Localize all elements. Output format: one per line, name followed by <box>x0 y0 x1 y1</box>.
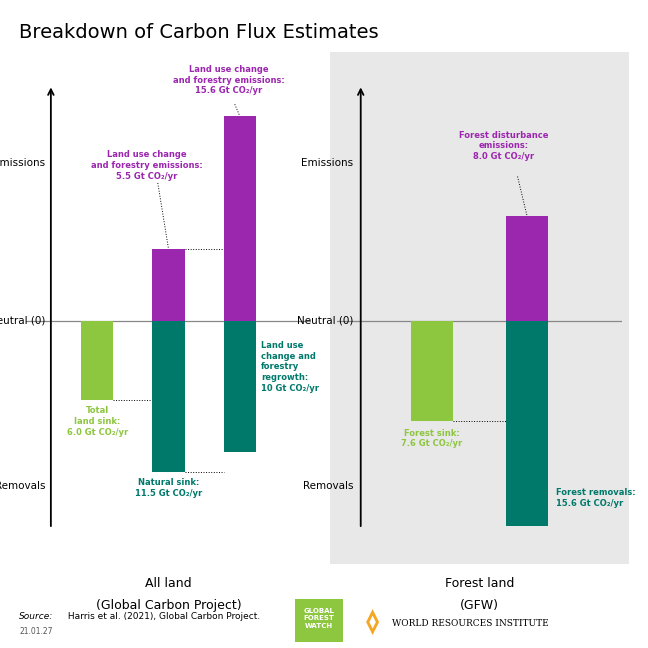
Text: 21.01.27: 21.01.27 <box>19 627 53 636</box>
Text: Land use change
and forestry emissions:
5.5 Gt CO₂/yr: Land use change and forestry emissions: … <box>91 150 203 181</box>
Text: Forest removals:
15.6 Gt CO₂/yr: Forest removals: 15.6 Gt CO₂/yr <box>555 489 635 508</box>
Text: Total
land sink:
6.0 Gt CO₂/yr: Total land sink: 6.0 Gt CO₂/yr <box>67 406 128 437</box>
Polygon shape <box>366 609 379 635</box>
Text: GLOBAL
FOREST
WATCH: GLOBAL FOREST WATCH <box>304 608 334 629</box>
Bar <box>224 116 256 321</box>
Text: Source:: Source: <box>19 612 54 621</box>
Text: Harris et al. (2021), Global Carbon Project.: Harris et al. (2021), Global Carbon Proj… <box>65 612 260 621</box>
Text: Removals: Removals <box>0 481 45 491</box>
Text: Forest land: Forest land <box>445 577 515 590</box>
Bar <box>224 321 256 452</box>
Bar <box>505 321 548 526</box>
Text: (Global Carbon Project): (Global Carbon Project) <box>96 599 241 612</box>
Bar <box>152 249 185 321</box>
Text: Forest disturbance
emissions:
8.0 Gt CO₂/yr: Forest disturbance emissions: 8.0 Gt CO₂… <box>459 130 548 161</box>
Text: WORLD RESOURCES INSTITUTE: WORLD RESOURCES INSTITUTE <box>392 619 549 628</box>
Text: Emissions: Emissions <box>301 158 353 168</box>
Text: Removals: Removals <box>303 481 353 491</box>
Text: All land: All land <box>145 577 192 590</box>
Text: Natural sink:
11.5 Gt CO₂/yr: Natural sink: 11.5 Gt CO₂/yr <box>135 478 202 498</box>
Text: Forest sink:
7.6 Gt CO₂/yr: Forest sink: 7.6 Gt CO₂/yr <box>401 428 463 448</box>
Text: Land use change
and forestry emissions:
15.6 Gt CO₂/yr: Land use change and forestry emissions: … <box>173 65 285 95</box>
Bar <box>81 321 113 400</box>
Text: Neutral (0): Neutral (0) <box>0 316 45 326</box>
Bar <box>411 321 454 421</box>
Text: (GFW): (GFW) <box>460 599 499 612</box>
Text: Breakdown of Carbon Flux Estimates: Breakdown of Carbon Flux Estimates <box>19 23 379 41</box>
Bar <box>152 321 185 472</box>
Text: Neutral (0): Neutral (0) <box>297 316 353 326</box>
Text: Emissions: Emissions <box>0 158 45 168</box>
Bar <box>505 216 548 321</box>
Text: Land use
change and
forestry
regrowth:
10 Gt CO₂/yr: Land use change and forestry regrowth: 1… <box>261 341 319 393</box>
Polygon shape <box>369 616 376 629</box>
